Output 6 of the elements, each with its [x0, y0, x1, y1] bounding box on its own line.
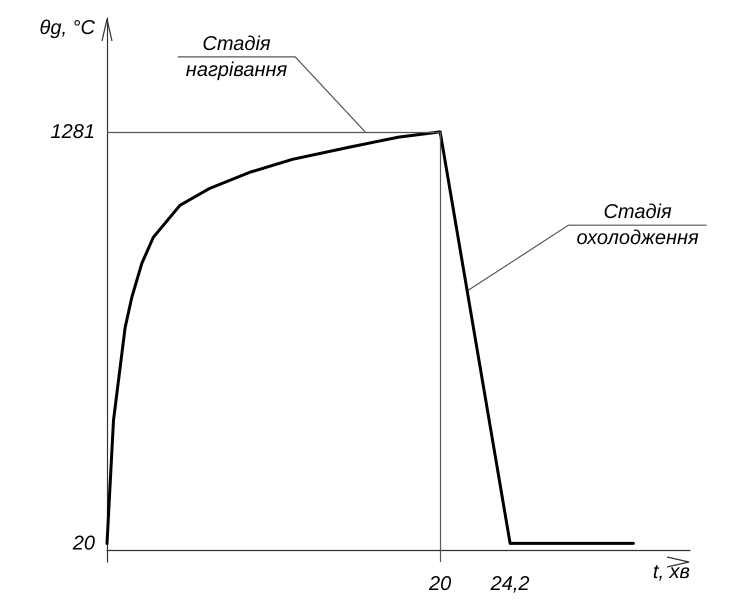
y-tick-label: 1281	[50, 120, 95, 143]
annotation: Стадія нагрівання	[186, 32, 288, 81]
x-axis-title: t, хв	[652, 560, 690, 583]
annotation: Стадія охолодження	[576, 201, 699, 250]
x-tick-label: 24,2	[490, 573, 530, 595]
y-axis-title: θg, °C	[39, 17, 96, 39]
